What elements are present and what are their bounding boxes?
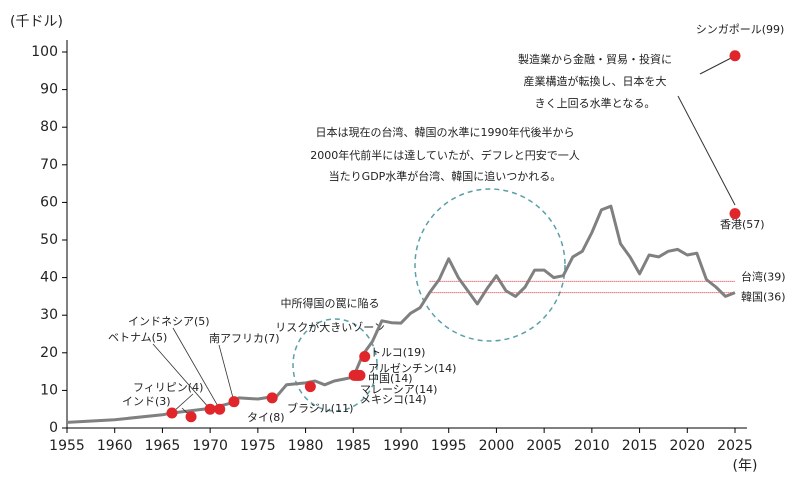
data-point <box>729 50 741 62</box>
x-tick-label: 2015 <box>622 438 658 454</box>
x-tick-label: 1985 <box>335 438 371 454</box>
x-tick-label: 1995 <box>431 438 467 454</box>
x-tick-label: 1965 <box>145 438 181 454</box>
x-tick-label: 1960 <box>97 438 133 454</box>
leader-line <box>152 343 211 410</box>
leader-line <box>172 327 221 410</box>
point-label: インド(3) <box>122 395 171 408</box>
point-label: ブラジル(11) <box>287 401 353 415</box>
x-tick-label: 2000 <box>479 438 515 454</box>
point-label: ベトナム(5) <box>108 331 167 344</box>
leader-line <box>699 55 736 75</box>
annotation: 2000年代前半には達していたが、デフレと円安で一人 <box>310 148 579 162</box>
annotation: 日本は現在の台湾、韓国の水準に1990年代後半から <box>316 125 575 139</box>
data-point <box>266 392 278 404</box>
annotation: 産業構造が転換し、日本を大 <box>524 74 667 88</box>
x-tick-label: 2025 <box>717 438 753 454</box>
annotation: きく上回る水準となる。 <box>535 96 656 110</box>
point-label: 香港(57) <box>720 218 765 231</box>
x-tick-label: 1980 <box>288 438 324 454</box>
y-tick-label: 60 <box>40 194 58 210</box>
point-label: タイ(8) <box>247 411 285 424</box>
x-tick-label: 2010 <box>574 438 610 454</box>
data-point <box>185 411 197 423</box>
x-tick-label: 1990 <box>383 438 419 454</box>
reference-label: 韓国(36) <box>741 291 786 304</box>
leader-line <box>677 95 736 206</box>
data-line <box>66 204 736 424</box>
zone-circle <box>414 188 566 342</box>
point-label: トルコ(19) <box>370 346 425 359</box>
data-point <box>304 381 316 393</box>
x-tick-label: 1955 <box>49 438 85 454</box>
point-label: マレーシア(14) <box>360 383 437 396</box>
leader-line <box>218 344 235 402</box>
x-tick-label: 1975 <box>240 438 276 454</box>
reference-label: 台湾(39) <box>741 269 786 283</box>
x-tick-label: 1970 <box>192 438 228 454</box>
y-axis-label: (千ドル) <box>10 14 63 30</box>
data-point <box>354 369 366 381</box>
y-tick-label: 90 <box>40 82 58 98</box>
x-tick-label: 2020 <box>669 438 705 454</box>
data-point <box>729 208 741 220</box>
y-tick-label: 70 <box>40 157 58 173</box>
y-tick-label: 0 <box>49 420 58 436</box>
annotation: 製造業から金融・貿易・投資に <box>518 52 672 66</box>
data-point <box>166 407 178 419</box>
x-axis-label: (年) <box>733 458 758 474</box>
point-label: 中国(14) <box>368 372 413 385</box>
x-tick-label: 2005 <box>526 438 562 454</box>
point-label: フィリピン(4) <box>133 381 203 394</box>
point-label: インドネシア(5) <box>128 315 210 328</box>
data-point <box>214 403 226 415</box>
zone-circle <box>292 318 378 412</box>
y-tick-label: 100 <box>31 44 58 60</box>
point-label: シンガポール(99) <box>696 23 785 36</box>
y-tick-label: 50 <box>40 232 58 248</box>
y-tick-label: 30 <box>40 307 58 323</box>
point-label: メキシコ(14) <box>360 393 427 406</box>
y-tick-label: 10 <box>40 382 58 398</box>
annotation: リスクが大きいゾーン <box>275 320 384 334</box>
y-tick-label: 20 <box>40 345 58 361</box>
point-label: 南アフリカ(7) <box>209 332 280 345</box>
point-label: アルゼンチン(14) <box>368 362 456 375</box>
y-tick-label: 80 <box>40 119 58 135</box>
y-tick-label: 40 <box>40 270 58 286</box>
data-point <box>359 351 371 363</box>
annotation: 中所得国の罠に陥る <box>281 296 380 310</box>
data-point <box>228 396 240 408</box>
annotation: 当たりGDP水準が台湾、韓国に追いつかれる。 <box>329 169 562 183</box>
data-point <box>204 403 216 415</box>
